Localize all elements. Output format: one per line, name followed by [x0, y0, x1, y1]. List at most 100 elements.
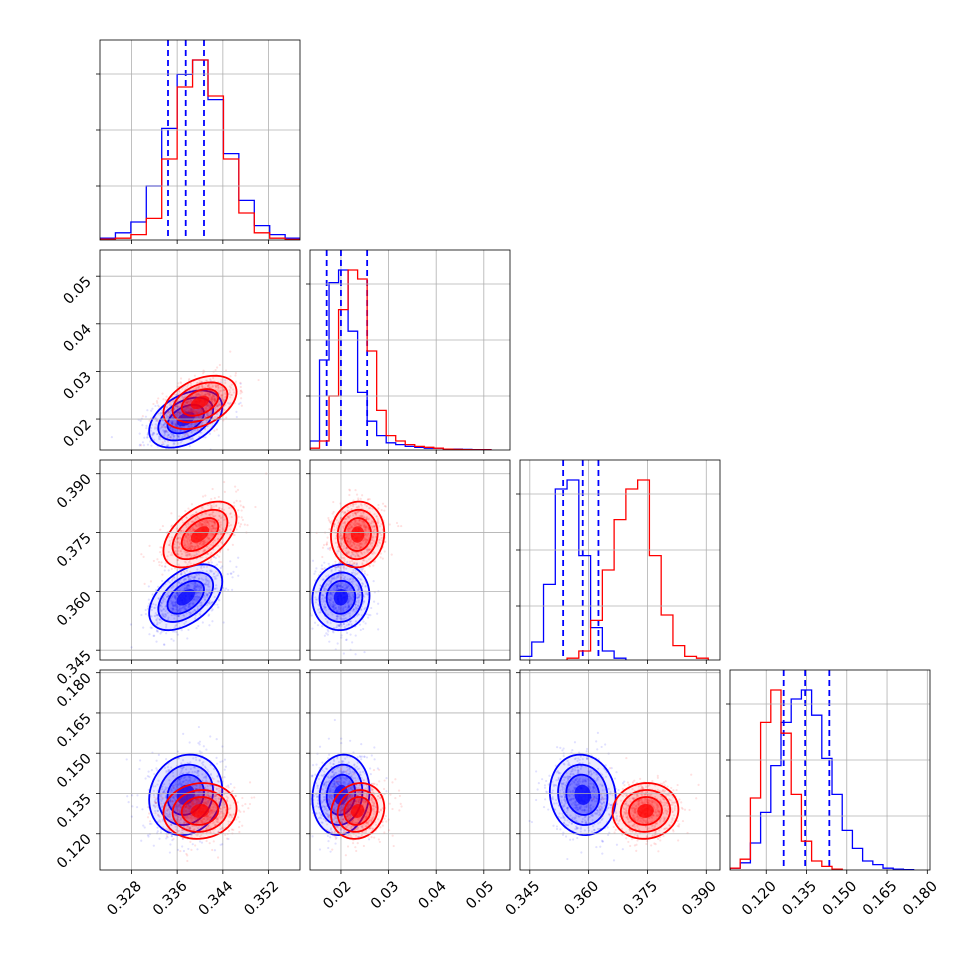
scatter-point: [184, 401, 188, 404]
scatter-point: [197, 392, 200, 395]
scatter-point: [204, 521, 207, 524]
scatter-point: [242, 506, 245, 509]
scatter-point: [222, 398, 226, 401]
scatter-point: [161, 419, 164, 422]
scatter-point: [158, 618, 162, 621]
scatter-point: [155, 426, 158, 429]
scatter-point: [240, 389, 243, 392]
scatter-point: [218, 507, 221, 510]
scatter-point: [331, 630, 335, 633]
scatter-point: [210, 400, 214, 403]
scatter-point: [218, 507, 221, 510]
scatter-point: [352, 596, 355, 599]
scatter-point: [354, 606, 357, 609]
scatter-point: [213, 539, 217, 542]
scatter-point: [166, 436, 169, 439]
scatter-point: [332, 608, 336, 611]
scatter-point: [329, 591, 332, 594]
scatter-point: [320, 594, 323, 597]
scatter-point: [371, 525, 374, 528]
scatter-point: [350, 526, 354, 529]
scatter-point: [169, 415, 172, 418]
scatter-point: [357, 542, 360, 545]
scatter-point: [206, 592, 209, 596]
scatter-point: [187, 847, 190, 851]
scatter-point: [219, 521, 222, 524]
density-level-series-1: [190, 395, 210, 410]
scatter-point: [321, 596, 324, 600]
scatter-point: [196, 544, 199, 547]
scatter-point: [161, 573, 164, 576]
scatter-point: [208, 432, 212, 435]
scatter-point: [358, 594, 361, 598]
scatter-point: [164, 614, 168, 617]
scatter-point: [348, 527, 351, 530]
scatter-point: [217, 532, 220, 536]
scatter-point: [203, 549, 206, 553]
scatter-point: [211, 385, 215, 388]
scatter-point: [380, 536, 383, 540]
scatter-point: [209, 519, 212, 523]
scatter-point: [355, 614, 359, 617]
scatter-point: [167, 433, 170, 436]
scatter-point: [333, 565, 336, 569]
panel-p2-vs-p2: [306, 249, 511, 454]
scatter-point: [228, 506, 231, 510]
scatter-point: [204, 549, 207, 552]
scatter-point: [332, 603, 335, 606]
scatter-point: [178, 390, 181, 393]
scatter-point: [219, 566, 222, 570]
panel-frame: [99, 39, 301, 241]
scatter-point: [156, 419, 159, 422]
scatter-point: [175, 393, 178, 396]
scatter-point: [362, 525, 365, 528]
scatter-point: [188, 603, 191, 606]
scatter-point: [187, 552, 191, 555]
scatter-point: [351, 582, 354, 586]
scatter-point: [333, 523, 336, 526]
scatter-point: [188, 423, 191, 426]
scatter-point: [364, 526, 367, 529]
scatter-point: [185, 535, 188, 539]
scatter-point: [347, 550, 350, 553]
panel-p4-vs-p1: 0.328 0.336 0.344 0.3520.1200.1350.1500.165…: [54, 669, 301, 919]
scatter-point: [345, 547, 348, 550]
scatter-point: [177, 435, 180, 438]
scatter-point: [338, 615, 341, 618]
scatter-point: [354, 512, 358, 515]
scatter-point: [156, 432, 159, 436]
scatter-point: [189, 410, 192, 413]
scatter-point: [175, 623, 178, 627]
scatter-point: [195, 393, 199, 397]
scatter-point: [350, 581, 353, 584]
scatter-point: [150, 423, 154, 426]
scatter-point: [357, 586, 360, 589]
scatter-point: [160, 561, 163, 564]
scatter-point: [190, 581, 193, 585]
scatter-point: [206, 404, 209, 407]
scatter-point: [348, 595, 352, 598]
scatter-point: [193, 410, 197, 413]
scatter-point: [343, 558, 346, 561]
scatter-point: [355, 563, 358, 566]
scatter-point: [332, 606, 335, 609]
scatter-point: [154, 588, 158, 592]
scatter-point: [168, 404, 172, 407]
scatter-point: [207, 602, 210, 605]
scatter-point: [169, 409, 173, 412]
scatter-point: [169, 409, 172, 412]
scatter-point: [337, 565, 340, 569]
scatter-point: [205, 413, 209, 416]
scatter-point: [229, 396, 232, 399]
scatter-point: [193, 575, 196, 578]
scatter-point: [177, 592, 181, 595]
scatter-point: [183, 539, 186, 542]
scatter-point: [204, 436, 207, 439]
scatter-point: [375, 515, 378, 518]
scatter-point: [373, 528, 376, 532]
scatter-point: [305, 636, 307, 638]
scatter-point: [198, 410, 201, 413]
scatter-point: [364, 525, 367, 528]
scatter-point: [190, 408, 193, 411]
scatter-point: [254, 505, 257, 509]
